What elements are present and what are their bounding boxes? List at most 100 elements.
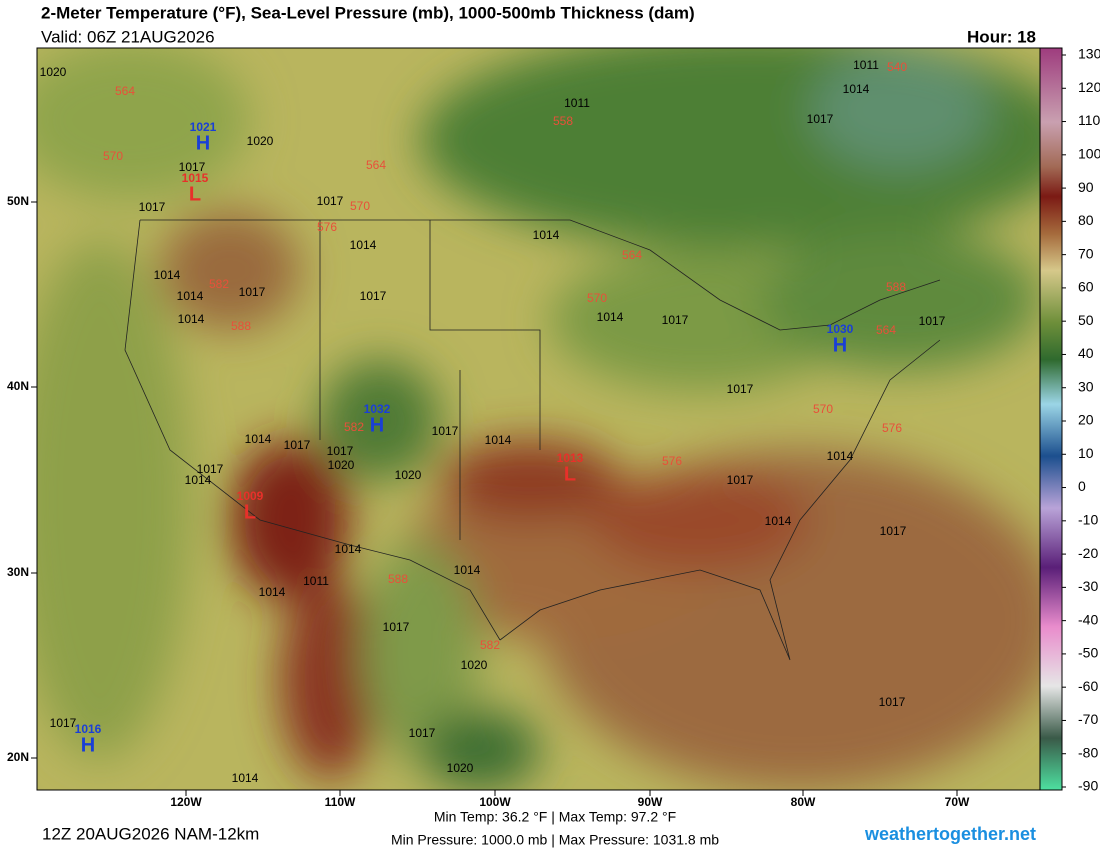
pressure-value: 1015: [182, 171, 209, 185]
colorbar-label: -60: [1078, 678, 1098, 694]
lon-label: 120W: [170, 795, 202, 809]
colorbar-label: -40: [1078, 611, 1098, 627]
isobar-label: 1017: [284, 438, 311, 452]
pressure-symbol: H: [833, 334, 847, 356]
lon-label: 70W: [945, 795, 970, 809]
colorbar-label: 60: [1078, 279, 1094, 295]
isobar-label: 1017: [50, 716, 77, 730]
colorbar-label: -50: [1078, 645, 1098, 661]
colorbar-label: -10: [1078, 512, 1098, 528]
thickness-label: 558: [553, 114, 573, 128]
thickness-label: 570: [103, 149, 123, 163]
isobar-label: 1011: [853, 58, 879, 72]
model-run: 12Z 20AUG2026 NAM-12km: [42, 824, 259, 843]
isobar-label: 1014: [597, 310, 624, 324]
valid-time: Valid: 06Z 21AUG2026: [41, 27, 215, 46]
isobar-label: 1014: [350, 238, 377, 252]
lon-label: 80W: [791, 795, 816, 809]
colorbar-label: 70: [1078, 245, 1094, 261]
thickness-label: 570: [587, 291, 607, 305]
colorbar-label: -90: [1078, 778, 1098, 794]
lon-label: 100W: [479, 795, 511, 809]
colorbar-label: -30: [1078, 578, 1098, 594]
isobar-label: 1014: [454, 563, 481, 577]
forecast-hour: Hour: 18: [967, 27, 1036, 46]
isobar-label: 1014: [245, 432, 272, 446]
temp-stats: Min Temp: 36.2 °F | Max Temp: 97.2 °F: [434, 809, 676, 825]
isobar-label: 1020: [247, 134, 274, 148]
isobar-label: 1017: [727, 382, 754, 396]
lon-label: 110W: [325, 795, 356, 809]
isobar-label: 1017: [662, 313, 689, 327]
thickness-label: 582: [480, 638, 500, 652]
isobar-label: 1020: [461, 658, 488, 672]
pressure-value: 1009: [237, 489, 264, 503]
isobar-label: 1017: [919, 314, 946, 328]
thickness-label: 570: [350, 199, 370, 213]
isobar-label: 1017: [327, 444, 354, 458]
thickness-label: 588: [231, 319, 251, 333]
isobar-label: 1020: [447, 761, 474, 775]
isobar-label: 1014: [232, 771, 259, 785]
pressure-symbol: H: [370, 414, 384, 436]
colorbar: [1039, 47, 1063, 791]
isobar-label: 1014: [533, 228, 560, 242]
lon-label: 90W: [638, 795, 663, 809]
pressure-value: 1021: [190, 120, 217, 134]
isobar-label: 1014: [765, 514, 792, 528]
thickness-label: 564: [115, 84, 135, 98]
isobar-label: 1017: [432, 424, 459, 438]
pressure-symbol: H: [196, 132, 210, 154]
colorbar-label: 110: [1078, 112, 1100, 128]
pressure-symbol: L: [189, 183, 201, 205]
isobar-label: 1017: [807, 112, 834, 126]
borders: [124, 219, 941, 661]
colorbar-label: 100: [1078, 146, 1100, 162]
colorbar-label: 10: [1078, 445, 1094, 461]
isobar-label: 1014: [827, 449, 854, 463]
thickness-label: 540: [887, 60, 907, 74]
isobar-label: 1011: [564, 96, 590, 110]
isobar-label: 1020: [395, 468, 422, 482]
lat-label: 50N: [7, 194, 29, 208]
isobar-label: 1017: [360, 289, 387, 303]
site-link[interactable]: weathertogether.net: [864, 824, 1036, 844]
isobar-label: 1017: [383, 620, 410, 634]
lat-label: 40N: [7, 379, 29, 393]
colorbar-label: 130: [1078, 46, 1100, 62]
isobar-label: 1017: [239, 285, 266, 299]
map-field: [37, 48, 1040, 790]
lat-label: 20N: [7, 750, 29, 764]
isobar-label: 1017: [879, 695, 906, 709]
isobar-label: 1014: [177, 289, 204, 303]
thickness-label: 588: [886, 280, 906, 294]
thickness-label: 582: [344, 420, 364, 434]
thickness-label: 582: [209, 277, 229, 291]
isobar-label: 1017: [317, 194, 344, 208]
isobar-label: 1017: [880, 524, 907, 538]
isobar-label: 1014: [259, 585, 286, 599]
thickness-label: 576: [317, 220, 337, 234]
thickness-label: 564: [622, 248, 642, 262]
colorbar-label: -20: [1078, 545, 1098, 561]
colorbar-label: 30: [1078, 378, 1094, 394]
thickness-label: 570: [813, 402, 833, 416]
thickness-label: 576: [662, 454, 682, 468]
pressure-value: 1016: [75, 722, 102, 736]
thickness-label: 576: [882, 421, 902, 435]
isobar-label: 1020: [328, 458, 355, 472]
colorbar-label: 0: [1078, 478, 1086, 494]
isobar-label: 1014: [335, 542, 362, 556]
colorbar-label: -80: [1078, 744, 1098, 760]
thickness-label: 564: [366, 158, 386, 172]
colorbar-label: 20: [1078, 412, 1094, 428]
colorbar-label: 90: [1078, 179, 1094, 195]
thickness-label: 588: [388, 572, 408, 586]
isobar-label: 1017: [727, 473, 754, 487]
title: 2-Meter Temperature (°F), Sea-Level Pres…: [41, 3, 695, 22]
pressure-symbol: L: [244, 501, 256, 523]
isobar-label: 1017: [139, 200, 166, 214]
pressure-stats: Min Pressure: 1000.0 mb | Max Pressure: …: [391, 832, 719, 848]
pressure-symbol: L: [564, 463, 576, 485]
